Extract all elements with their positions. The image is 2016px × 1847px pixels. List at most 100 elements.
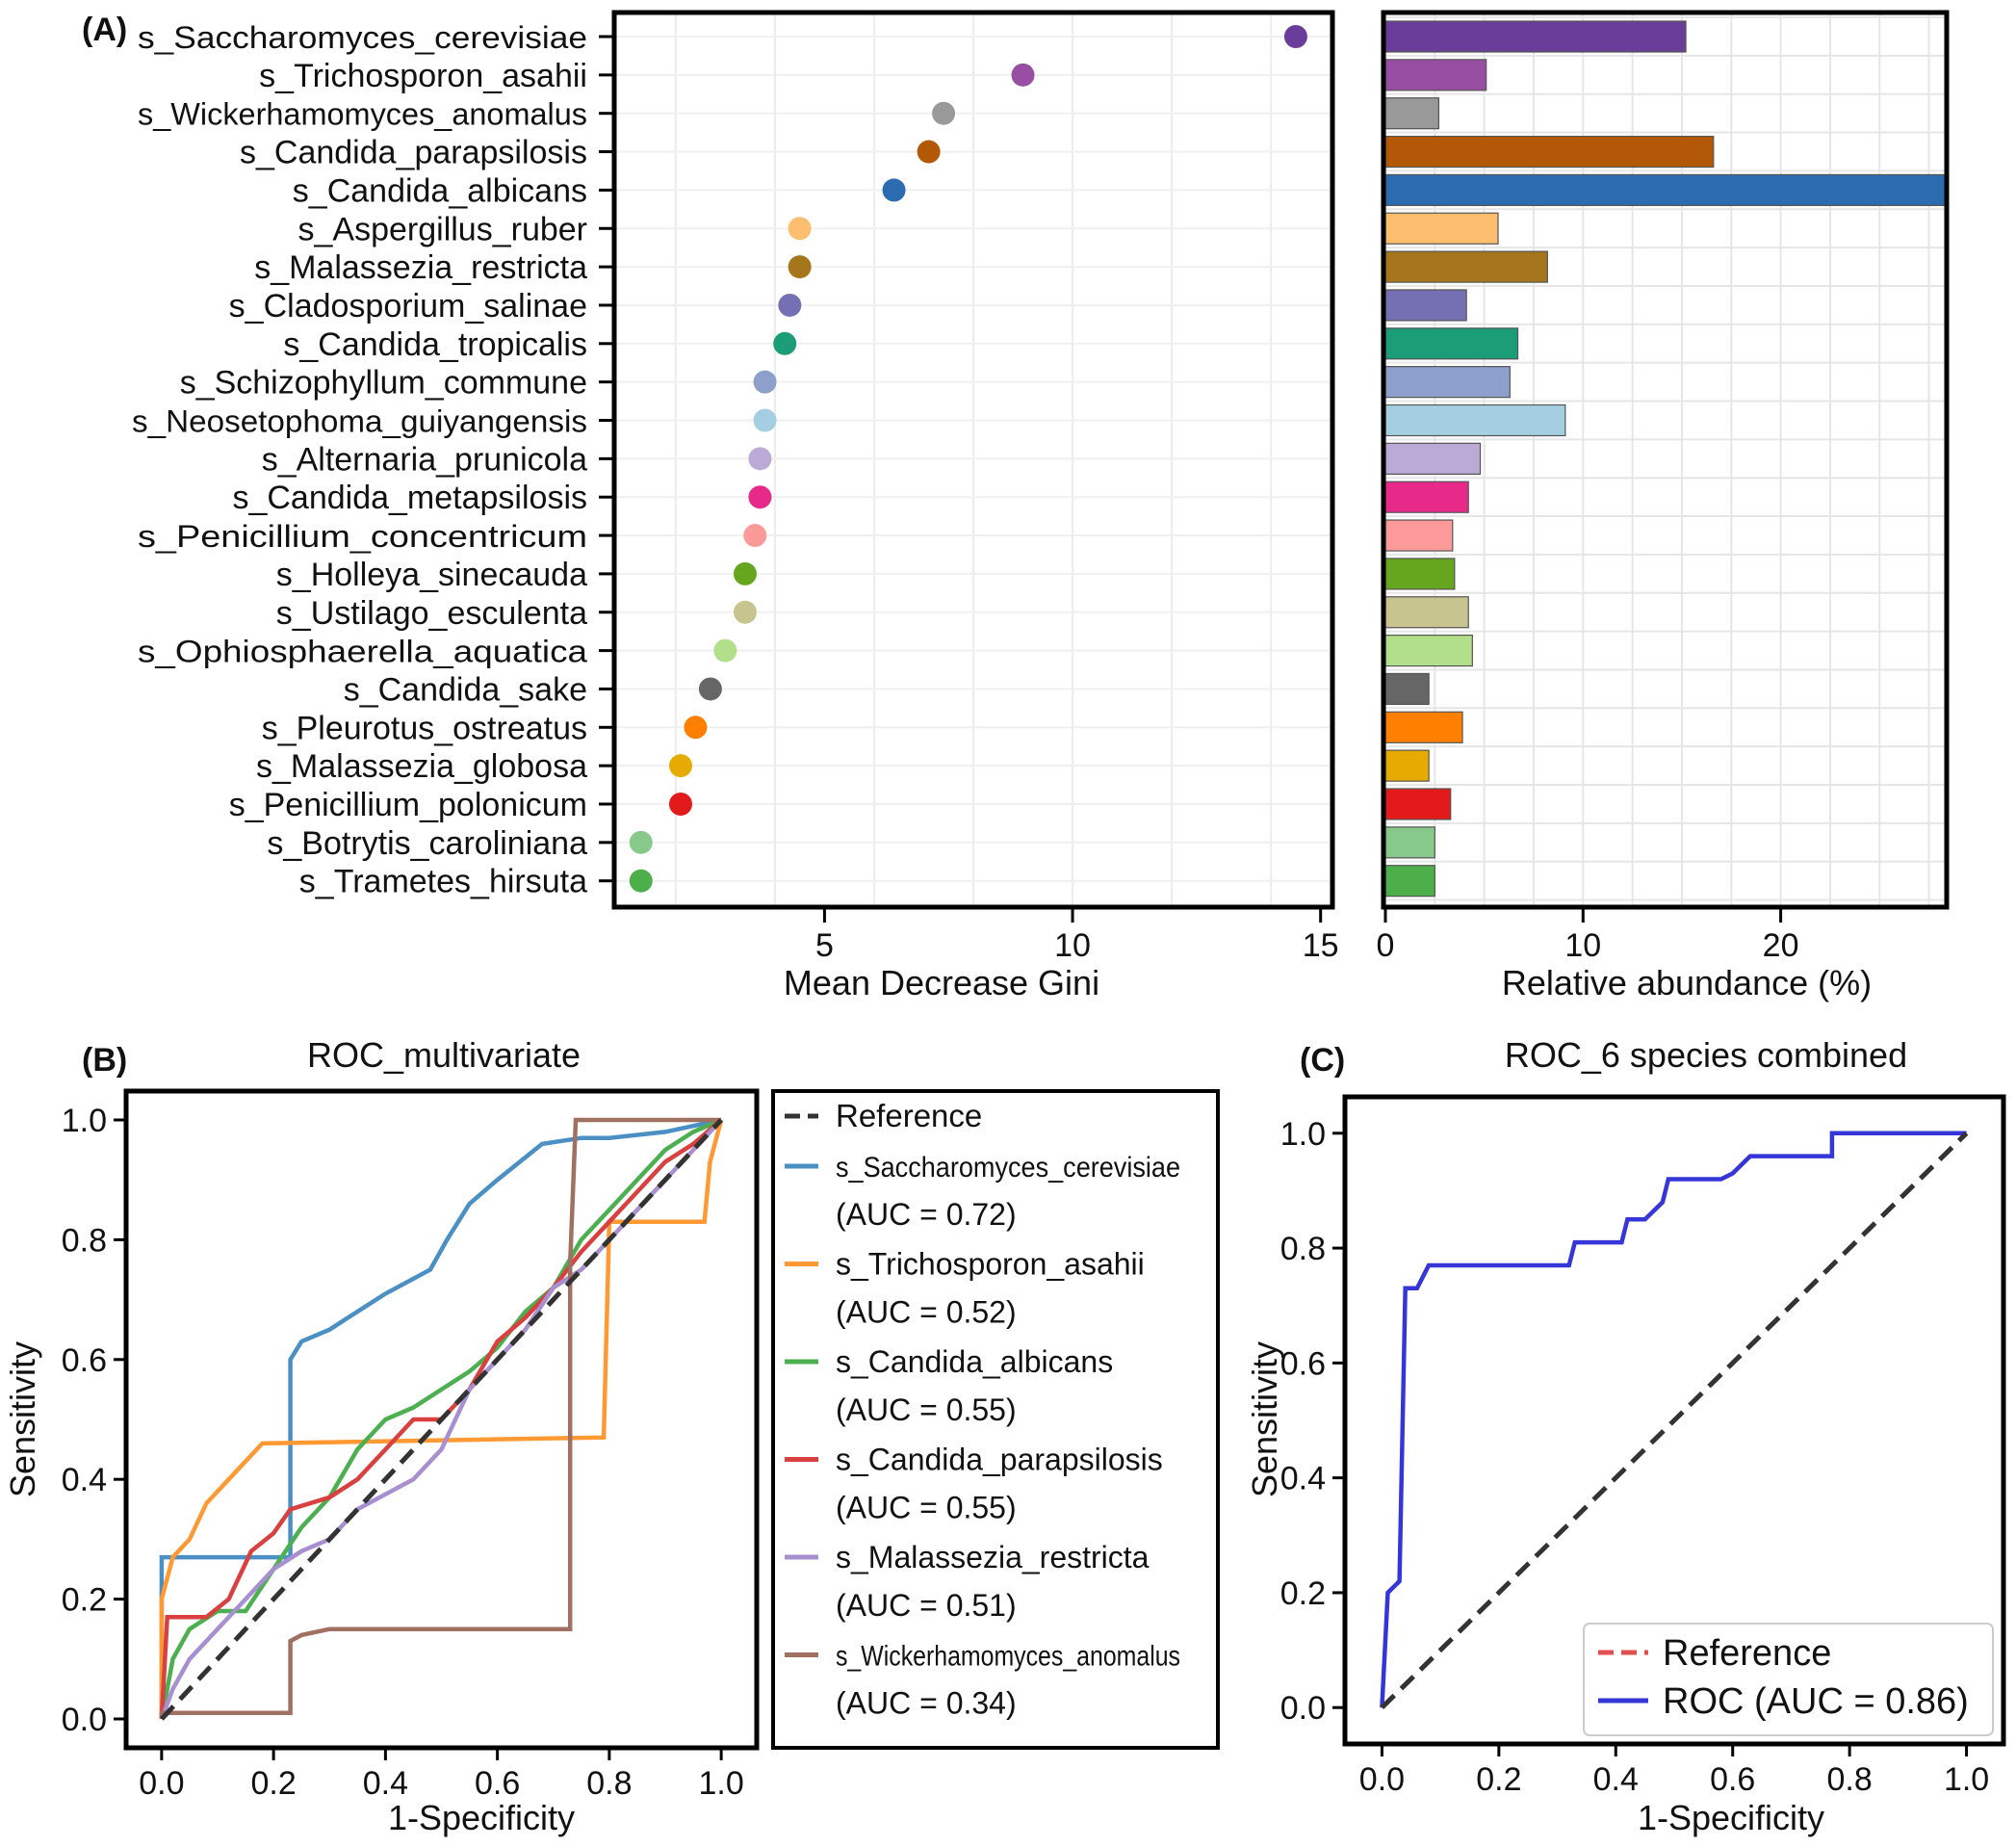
abundance-bar [1384,826,1435,859]
species-label: s_Trametes_hirsuta [299,864,587,900]
species-label: s_Malassezia_globosa [256,748,587,785]
abundance-bar [1384,634,1473,667]
gini-point [698,677,722,701]
gini-point [788,217,812,241]
species-label: s_Candida_parapsilosis [240,135,587,171]
y-tick-label: 1.0 [1280,1116,1326,1153]
roc-curve [1380,1131,1967,1708]
species-label: s_Candida_albicans [293,172,587,209]
x-tick-label: 0.4 [1593,1761,1639,1798]
x-tick-label: 0.8 [586,1765,632,1802]
x-tick-label: 0.8 [1827,1761,1873,1798]
y-tick-label: 0.0 [1280,1690,1326,1727]
y-tick-label: 0.6 [62,1342,107,1379]
abundance-x-tick-label: 10 [1564,927,1601,964]
gini-point [629,869,653,893]
gini-point [668,793,692,816]
species-label: s_Aspergillus_ruber [298,211,588,247]
panel-b-frame [123,1088,760,1751]
x-tick-label: 0.2 [1476,1761,1521,1798]
gini-point [713,638,737,663]
y-tick-label: 0.8 [1280,1231,1326,1267]
x-tick-label: 0.0 [1359,1761,1405,1798]
gini-point [1283,25,1307,48]
reference-line [1380,1132,1969,1709]
gini-x-tick-label: 10 [1054,927,1091,964]
abundance-bar [1384,97,1440,130]
x-tick-label: 0.2 [250,1765,296,1802]
roc-curve [159,1117,722,1719]
legend-auc: (AUC = 0.55) [836,1491,1017,1525]
abundance-bar [1384,135,1715,169]
abundance-bar [1384,749,1430,782]
panel-c-roc-curves [1380,1131,1969,1709]
x-tick-label: 0.6 [475,1765,520,1802]
gini-x-axis-label: Mean Decrease Gini [784,963,1099,1002]
x-tick-label: 0.6 [1710,1761,1755,1798]
species-label: s_Ophiosphaerella_aquatica [138,635,587,669]
abundance-bar [1384,212,1499,245]
y-tick-label: 0.2 [62,1582,107,1619]
panel-a-abundance-bars [1384,20,1946,897]
abundance-bar [1384,596,1469,629]
abundance-bar [1384,481,1469,513]
species-label: s_Candida_metapsilosis [232,480,587,516]
gini-point [773,331,797,355]
gini-x-tick-label: 15 [1303,927,1339,964]
legend-series-name: Reference [836,1098,982,1133]
gini-point [733,600,757,624]
y-tick-label: 0.0 [62,1702,107,1738]
abundance-bar [1384,289,1467,322]
species-label: s_Penicillium_concentricum [138,519,587,554]
gini-point [882,178,906,202]
gini-x-tick-label: 5 [815,927,834,964]
abundance-bar [1384,59,1487,91]
species-label: s_Penicillium_polonicum [229,787,587,823]
panel-a-gini-x-ticks: 5 10 15 [815,907,1339,964]
abundance-bar [1384,558,1456,590]
panel-c-label: (C) [1300,1042,1345,1079]
panel-b-roc-curves [159,1117,724,1721]
panel-a-label: (A) [82,12,127,48]
legend-series-name: s_Candida_parapsilosis [836,1443,1163,1477]
abundance-bar [1384,788,1452,820]
legend-auc: (AUC = 0.55) [836,1392,1017,1427]
reference-line [160,1118,723,1721]
panel-b-legend-box [771,1089,1220,1750]
abundance-bar [1384,519,1454,552]
panel-b-title: ROC_multivariate [307,1035,581,1075]
abundance-bar [1384,327,1519,360]
panel-a-gridlines [616,14,1331,905]
panel-c-legend: Reference ROC (AUC = 0.86) [1598,1633,1969,1722]
roc-curve [159,1118,723,1720]
species-label: s_Candida_sake [344,671,587,708]
legend-auc: (AUC = 0.51) [836,1588,1017,1623]
panel-a-species-labels: s_Saccharomyces_cerevisiaes_Trichosporon… [132,20,614,900]
abundance-bar [1384,250,1548,283]
abundance-bar [1384,672,1430,706]
roc-curve [159,1119,724,1719]
gini-point [684,715,708,740]
y-tick-label: 0.4 [62,1462,107,1498]
gini-point [629,830,653,854]
abundance-bar [1384,442,1482,475]
panel-c-x-axis-label: 1-Specificity [1638,1798,1824,1837]
gini-point [778,293,802,317]
abundance-bar [1384,173,1946,206]
gini-point [753,370,777,394]
panel-a-abundance-frame [1381,10,1950,910]
legend-auc: (AUC = 0.72) [836,1197,1017,1232]
legend-series-name: s_Candida_albicans [836,1344,1113,1379]
x-tick-label: 0.0 [139,1765,184,1802]
y-tick-label: 0.8 [62,1222,107,1259]
gini-point [733,561,757,585]
abundance-bar [1384,403,1566,437]
y-tick-label: 0.4 [1280,1461,1326,1497]
abundance-bar [1384,366,1511,399]
legend-series-name: ROC (AUC = 0.86) [1663,1681,1969,1722]
species-label: s_Ustilago_esculenta [276,595,587,632]
species-label: s_Neosetophoma_guiyangensis [132,404,587,439]
legend-series-name: s_Trichosporon_asahii [836,1247,1145,1282]
species-label: s_Holleya_sinecauda [276,557,587,593]
